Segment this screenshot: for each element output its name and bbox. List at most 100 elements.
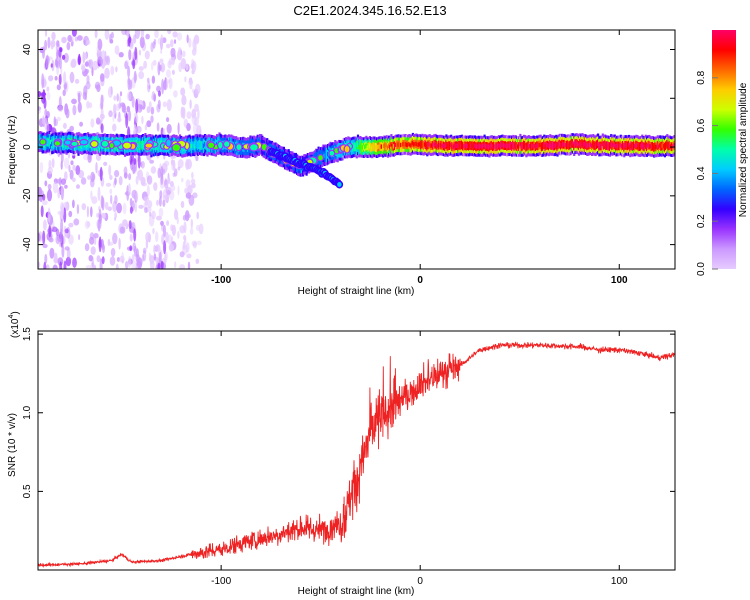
y-tick-label: -40 (22, 237, 33, 252)
ridge-cell (466, 143, 469, 148)
y-tick-label: 1.5 (22, 327, 33, 341)
noise-speckle (183, 221, 187, 234)
noise-speckle (72, 164, 76, 171)
noise-speckle (153, 38, 157, 46)
ridge-blob (343, 144, 351, 154)
x-tick-label: 0 (417, 275, 423, 286)
noise-stripe (160, 260, 164, 269)
ridge-cell (524, 143, 527, 148)
noise-speckle (91, 196, 98, 205)
ridge-cell (436, 143, 440, 148)
ridge-cell (593, 143, 596, 148)
ridge-cell (423, 142, 426, 147)
y-tick-label: 1.0 (22, 405, 33, 419)
noise-speckle (173, 168, 178, 177)
ridge-cell (573, 143, 576, 148)
noise-speckle (49, 247, 55, 259)
noise-speckle (119, 91, 123, 97)
noise-stripe (98, 57, 102, 64)
noise-stripe (160, 34, 164, 49)
noise-stripe (126, 30, 130, 39)
ridge-blob (121, 141, 132, 150)
ridge-cell (643, 144, 646, 150)
ridge-cell (550, 143, 553, 148)
noise-stripe (132, 59, 136, 70)
noise-speckle (177, 159, 184, 169)
noise-stripe (158, 90, 161, 97)
ridge-cell (640, 144, 643, 149)
noise-speckle (191, 240, 198, 247)
ridge-cell (353, 144, 356, 150)
noise-speckle (81, 203, 87, 211)
ridge-cell (527, 143, 530, 148)
x-tick-label: -100 (211, 275, 231, 286)
noise-speckle (164, 160, 170, 167)
ridge-cell (571, 141, 575, 146)
ridge-cell (445, 142, 448, 147)
noise-speckle (86, 39, 91, 45)
ridge-cell (501, 142, 504, 147)
noise-speckle (164, 252, 167, 265)
colorbar-tick-label: 0.4 (696, 166, 707, 180)
noise-speckle (67, 34, 72, 43)
ridge-cell (373, 144, 376, 150)
ridge-cell (385, 143, 388, 148)
ridge-cell (195, 141, 198, 147)
ridge-cell (97, 141, 100, 147)
noise-stripe (157, 99, 161, 110)
ridge-cell (138, 143, 141, 148)
noise-speckle (85, 81, 91, 90)
noise-speckle (82, 91, 87, 100)
noise-stripe (47, 207, 51, 223)
noise-speckle (192, 192, 198, 199)
noise-speckle (110, 194, 113, 205)
noise-stripe (101, 256, 105, 265)
ridge-cell (606, 143, 609, 148)
colorbar-tick-label: 0.6 (696, 118, 707, 132)
noise-speckle (56, 84, 61, 91)
ridge-cell (551, 143, 554, 148)
noise-speckle (138, 49, 142, 56)
noise-speckle (182, 241, 186, 250)
noise-stripe (129, 245, 133, 252)
ridge-blob (171, 143, 182, 153)
snr-y-multiplier: (x104) (8, 311, 21, 338)
noise-speckle (117, 117, 122, 123)
noise-speckle (71, 30, 77, 37)
noise-speckle (153, 244, 156, 254)
ridge-cell (562, 142, 565, 147)
y-tick-label: 0.5 (22, 484, 33, 498)
ridge-cell (137, 142, 140, 148)
ridge-cell (389, 144, 392, 150)
ridge-cell (355, 146, 358, 151)
ridge-blob (235, 143, 243, 152)
noise-stripe (42, 193, 46, 201)
noise-speckle (138, 127, 142, 133)
ridge-cell (420, 142, 423, 148)
noise-speckle (83, 154, 89, 161)
noise-speckle (123, 172, 128, 179)
ridge-cell (356, 142, 360, 147)
ridge-cell (422, 143, 425, 148)
ridge-cell (654, 144, 657, 149)
ridge-cell (397, 142, 400, 147)
ridge-cell (481, 144, 484, 149)
ridge-cell (440, 142, 443, 148)
noise-speckle (195, 155, 199, 162)
y-tick-label: -20 (22, 188, 33, 203)
noise-speckle (84, 61, 89, 67)
noise-stripe (128, 173, 132, 181)
noise-speckle (108, 241, 114, 246)
noise-speckle (107, 206, 113, 212)
colorbar-tick-label: 0.0 (696, 262, 707, 276)
ridge-cell (650, 144, 653, 149)
noise-stripe (100, 123, 104, 134)
noise-speckle (166, 220, 170, 226)
ridge-cell (52, 141, 55, 146)
ridge-cell (555, 142, 558, 148)
noise-speckle (150, 106, 155, 115)
ridge-cell (470, 143, 473, 148)
ridge-cell (605, 143, 608, 148)
ridge-cell (623, 144, 626, 150)
noise-speckle (72, 199, 75, 209)
